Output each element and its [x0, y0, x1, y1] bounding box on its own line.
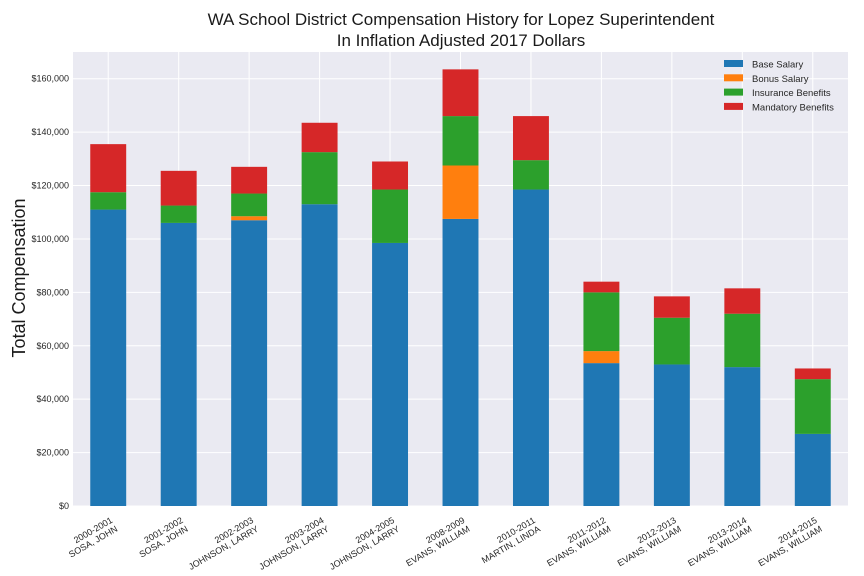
bar-segment-insurance-benefits [301, 152, 338, 205]
bar-segment-base-salary [301, 204, 338, 507]
chart-subtitle: In Inflation Adjusted 2017 Dollars [337, 31, 586, 50]
bars [90, 69, 831, 507]
y-tick-label: $80,000 [36, 287, 69, 297]
bar-segment-base-salary [231, 220, 268, 506]
bar-segment-mandatory-benefits [724, 288, 761, 314]
bar-segment-mandatory-benefits [372, 161, 409, 190]
chart-title: WA School District Compensation History … [208, 10, 715, 29]
bar-segment-insurance-benefits [372, 189, 409, 243]
y-axis-ticks: $0 $20,000 $40,000 $60,000 $80,000 $100,000 $1… [31, 74, 69, 511]
bar-segment-insurance-benefits [90, 192, 127, 210]
bar-segment-insurance-benefits [231, 193, 268, 217]
y-tick-label: $60,000 [36, 341, 69, 351]
bar-segment-base-salary [90, 209, 127, 507]
bar-segment-mandatory-benefits [583, 281, 620, 293]
bar-segment-insurance-benefits [794, 379, 831, 434]
legend-label: Mandatory Benefits [752, 102, 834, 113]
bar-segment-base-salary [583, 363, 620, 506]
bar-segment-base-salary [372, 242, 409, 506]
legend-label: Bonus Salary [752, 74, 809, 85]
y-tick-label: $20,000 [36, 448, 69, 458]
y-tick-label: $140,000 [31, 127, 69, 137]
bar-segment-base-salary [512, 189, 549, 507]
bar-segment-base-salary [442, 218, 479, 507]
bar-segment-mandatory-benefits [301, 122, 338, 153]
bar-segment-base-salary [794, 433, 831, 506]
legend-swatch [724, 74, 743, 82]
bar-segment-mandatory-benefits [653, 296, 690, 318]
bar-segment-insurance-benefits [724, 313, 761, 368]
legend-label: Base Salary [752, 60, 803, 71]
bar-segment-bonus-salary [583, 351, 620, 364]
y-tick-label: $120,000 [31, 181, 69, 191]
legend-label: Insurance Benefits [752, 88, 831, 99]
legend-swatch [724, 60, 743, 67]
y-tick-label: $160,000 [31, 74, 69, 84]
bar-segment-bonus-salary [442, 165, 479, 219]
legend-swatch [724, 88, 743, 96]
bar-segment-mandatory-benefits [231, 166, 268, 194]
bar-segment-insurance-benefits [442, 116, 479, 166]
y-tick-label: $0 [59, 501, 69, 511]
bar-segment-insurance-benefits [583, 292, 620, 352]
legend-swatch [724, 102, 743, 110]
legend: Base Salary Bonus Salary Insurance Benefit… [724, 60, 834, 113]
y-axis-label: Total Compensation [9, 198, 29, 357]
bar-segment-base-salary [653, 364, 690, 506]
bar-segment-insurance-benefits [653, 317, 690, 365]
bar-segment-base-salary [160, 222, 197, 506]
bar-segment-mandatory-benefits [160, 170, 197, 206]
bar-segment-base-salary [724, 367, 761, 506]
bar-segment-mandatory-benefits [512, 116, 549, 161]
bar-segment-insurance-benefits [512, 160, 549, 190]
y-tick-label: $40,000 [36, 394, 69, 404]
bar-segment-mandatory-benefits [90, 144, 127, 193]
bar-segment-insurance-benefits [160, 205, 197, 223]
y-tick-label: $100,000 [31, 234, 69, 244]
bar-segment-mandatory-benefits [794, 368, 831, 380]
bar-segment-bonus-salary [231, 216, 268, 221]
bar-segment-mandatory-benefits [442, 69, 479, 117]
